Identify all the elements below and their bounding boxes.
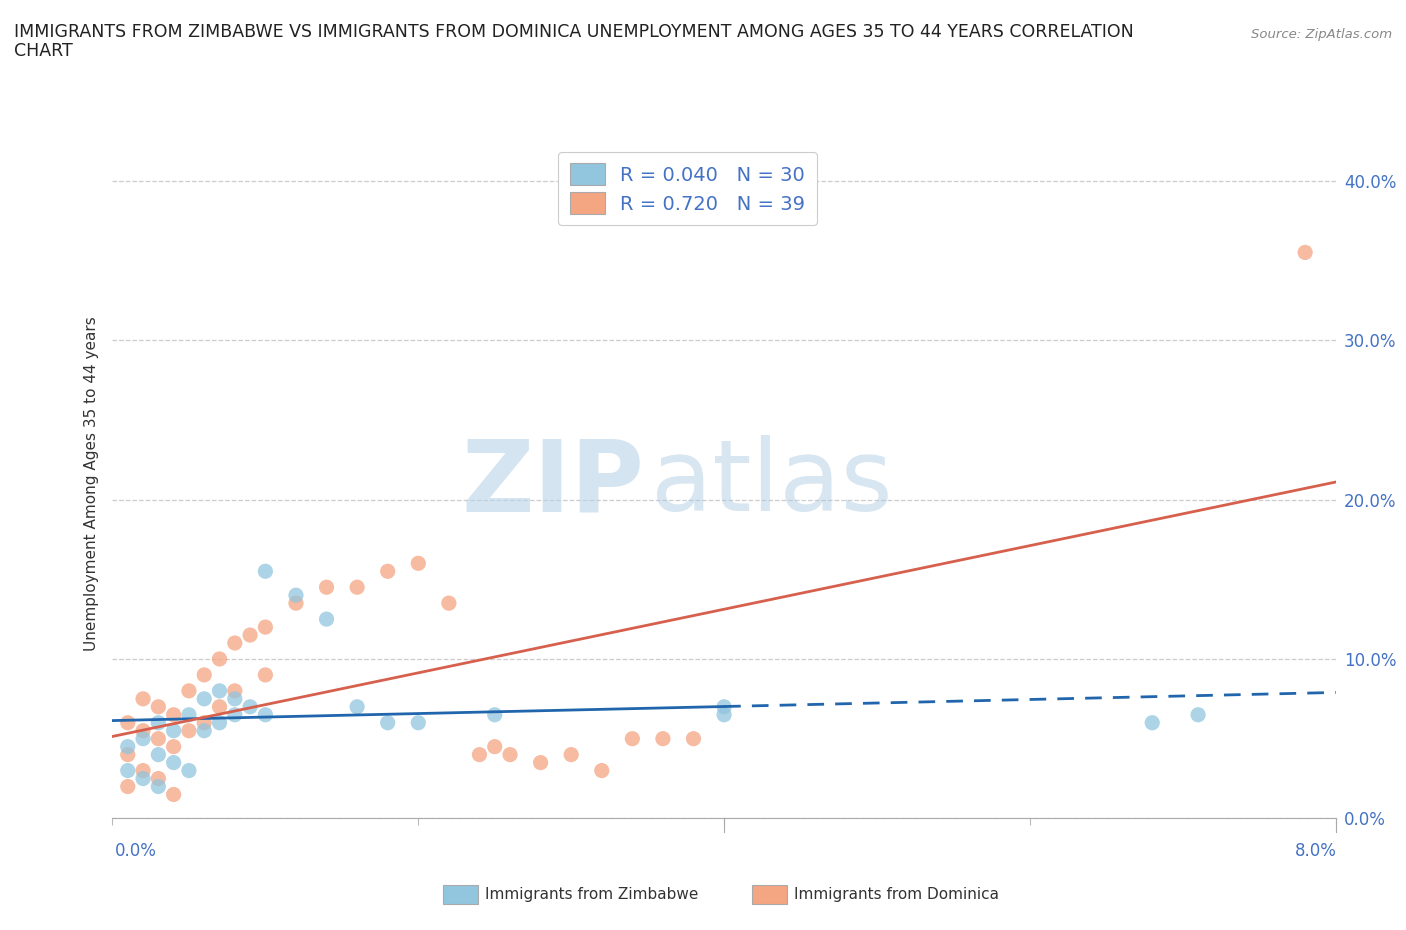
Point bbox=[1187, 708, 1209, 723]
Point bbox=[177, 724, 200, 738]
Point bbox=[346, 699, 368, 714]
Point bbox=[117, 779, 139, 794]
Point bbox=[148, 731, 170, 746]
Point bbox=[377, 715, 399, 730]
Point bbox=[408, 715, 430, 730]
Point bbox=[224, 684, 246, 698]
Point bbox=[148, 779, 170, 794]
Text: 0.0%: 0.0% bbox=[115, 842, 157, 859]
Point bbox=[163, 755, 186, 770]
Point bbox=[132, 691, 155, 706]
Text: ZIP: ZIP bbox=[461, 435, 644, 532]
Point bbox=[132, 724, 155, 738]
Point bbox=[177, 708, 200, 723]
Point bbox=[284, 596, 308, 611]
Point bbox=[193, 715, 215, 730]
Point bbox=[621, 731, 644, 746]
Point bbox=[1294, 245, 1316, 259]
Point bbox=[408, 556, 430, 571]
Text: atlas: atlas bbox=[651, 435, 893, 532]
Point bbox=[224, 691, 246, 706]
Point bbox=[163, 787, 186, 802]
Point bbox=[484, 708, 506, 723]
Point bbox=[208, 684, 231, 698]
Legend: R = 0.040   N = 30, R = 0.720   N = 39: R = 0.040 N = 30, R = 0.720 N = 39 bbox=[558, 152, 817, 225]
Point bbox=[163, 708, 186, 723]
Point bbox=[193, 668, 215, 683]
Point bbox=[484, 739, 506, 754]
Point bbox=[163, 724, 186, 738]
Point bbox=[284, 588, 308, 603]
Point bbox=[132, 764, 155, 778]
Point bbox=[117, 764, 139, 778]
Point bbox=[713, 708, 735, 723]
Point bbox=[682, 731, 704, 746]
Point bbox=[254, 668, 277, 683]
Text: Source: ZipAtlas.com: Source: ZipAtlas.com bbox=[1251, 28, 1392, 41]
Point bbox=[1142, 715, 1164, 730]
Y-axis label: Unemployment Among Ages 35 to 44 years: Unemployment Among Ages 35 to 44 years bbox=[83, 316, 98, 651]
Point bbox=[117, 739, 139, 754]
Point bbox=[254, 619, 277, 634]
Point bbox=[713, 699, 735, 714]
Point bbox=[239, 699, 262, 714]
Point bbox=[437, 596, 460, 611]
Point bbox=[239, 628, 262, 643]
Text: IMMIGRANTS FROM ZIMBABWE VS IMMIGRANTS FROM DOMINICA UNEMPLOYMENT AMONG AGES 35 : IMMIGRANTS FROM ZIMBABWE VS IMMIGRANTS F… bbox=[14, 23, 1133, 41]
Point bbox=[529, 755, 551, 770]
Text: Immigrants from Dominica: Immigrants from Dominica bbox=[794, 887, 1000, 902]
Point bbox=[224, 708, 246, 723]
Point bbox=[132, 731, 155, 746]
Point bbox=[652, 731, 675, 746]
Point bbox=[148, 747, 170, 762]
Point bbox=[315, 612, 337, 627]
Point bbox=[591, 764, 613, 778]
Text: 8.0%: 8.0% bbox=[1295, 842, 1337, 859]
Point bbox=[208, 699, 231, 714]
Point bbox=[193, 724, 215, 738]
Point bbox=[315, 579, 337, 594]
Point bbox=[208, 652, 231, 667]
Point bbox=[148, 699, 170, 714]
Point bbox=[346, 579, 368, 594]
Point bbox=[132, 771, 155, 786]
Point bbox=[163, 739, 186, 754]
Point bbox=[560, 747, 582, 762]
Point bbox=[254, 564, 277, 578]
Point bbox=[208, 715, 231, 730]
Point bbox=[193, 691, 215, 706]
Point bbox=[148, 771, 170, 786]
Point bbox=[224, 635, 246, 650]
Point bbox=[117, 747, 139, 762]
Point bbox=[468, 747, 491, 762]
Text: CHART: CHART bbox=[14, 42, 73, 60]
Point bbox=[377, 564, 399, 578]
Point bbox=[148, 715, 170, 730]
Point bbox=[177, 764, 200, 778]
Text: Immigrants from Zimbabwe: Immigrants from Zimbabwe bbox=[485, 887, 699, 902]
Point bbox=[499, 747, 522, 762]
Point bbox=[254, 708, 277, 723]
Point bbox=[177, 684, 200, 698]
Point bbox=[117, 715, 139, 730]
